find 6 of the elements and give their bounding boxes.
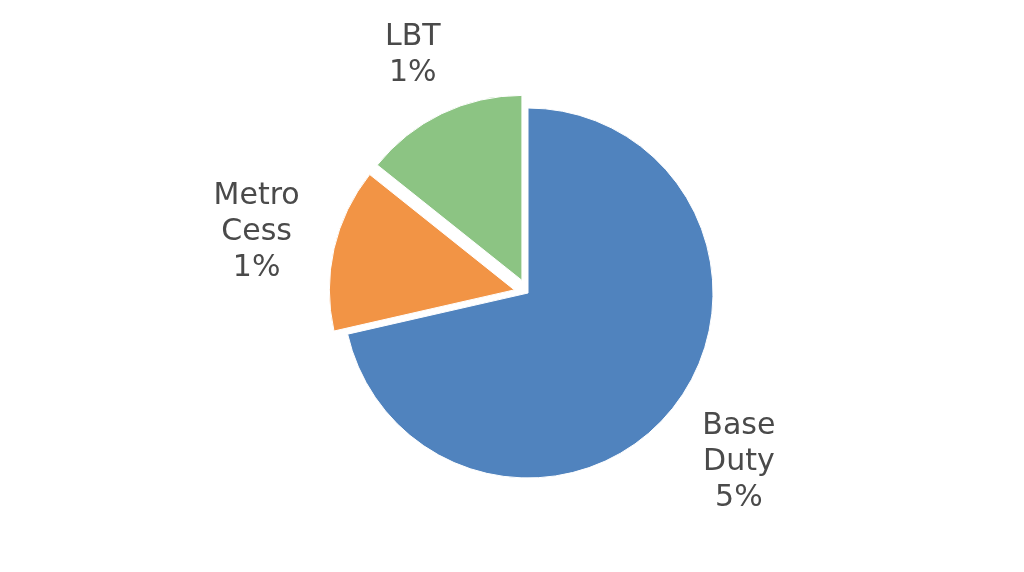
data-label: 1%	[232, 247, 281, 283]
data-label: 1%	[388, 52, 437, 88]
data-label: 5%	[715, 477, 763, 513]
slice-label: LBT	[384, 16, 442, 52]
slice-label: Base Duty	[702, 405, 776, 477]
slice-label: Metro Cess	[213, 175, 300, 247]
